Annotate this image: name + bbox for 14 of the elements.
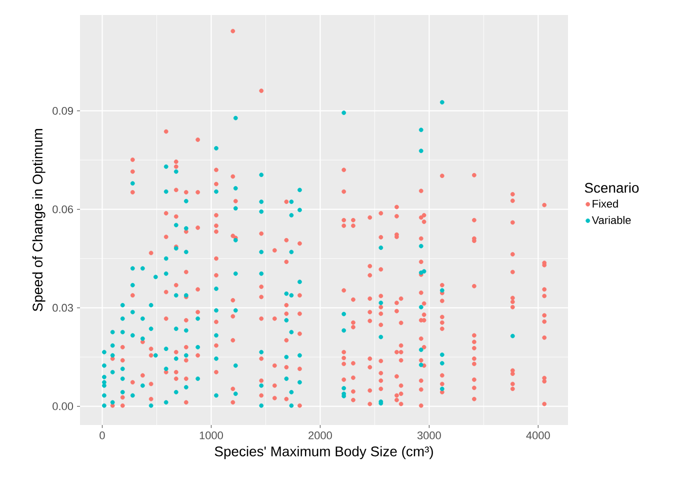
y-tick-label: 0.09 — [52, 106, 73, 115]
x-tick-label: 2000 — [308, 432, 332, 440]
x-tick-label: 3000 — [417, 432, 441, 440]
y-tick-label: 0.06 — [52, 205, 73, 214]
y-axis-title: Speed of Change in Optimum — [32, 129, 46, 312]
x-tick-label: 1000 — [200, 432, 223, 440]
legend-label: Fixed — [592, 200, 618, 208]
x-tick-label: 0 — [100, 432, 105, 440]
x-axis-title: Species' Maximum Body Size (cm³) — [214, 446, 433, 460]
legend-title: Scenario — [584, 182, 639, 193]
legend-label: Variable — [592, 216, 631, 224]
y-tick-label: 0.00 — [52, 402, 74, 410]
y-tick-label: 0.03 — [52, 304, 73, 312]
x-tick-label: 4000 — [526, 432, 550, 440]
